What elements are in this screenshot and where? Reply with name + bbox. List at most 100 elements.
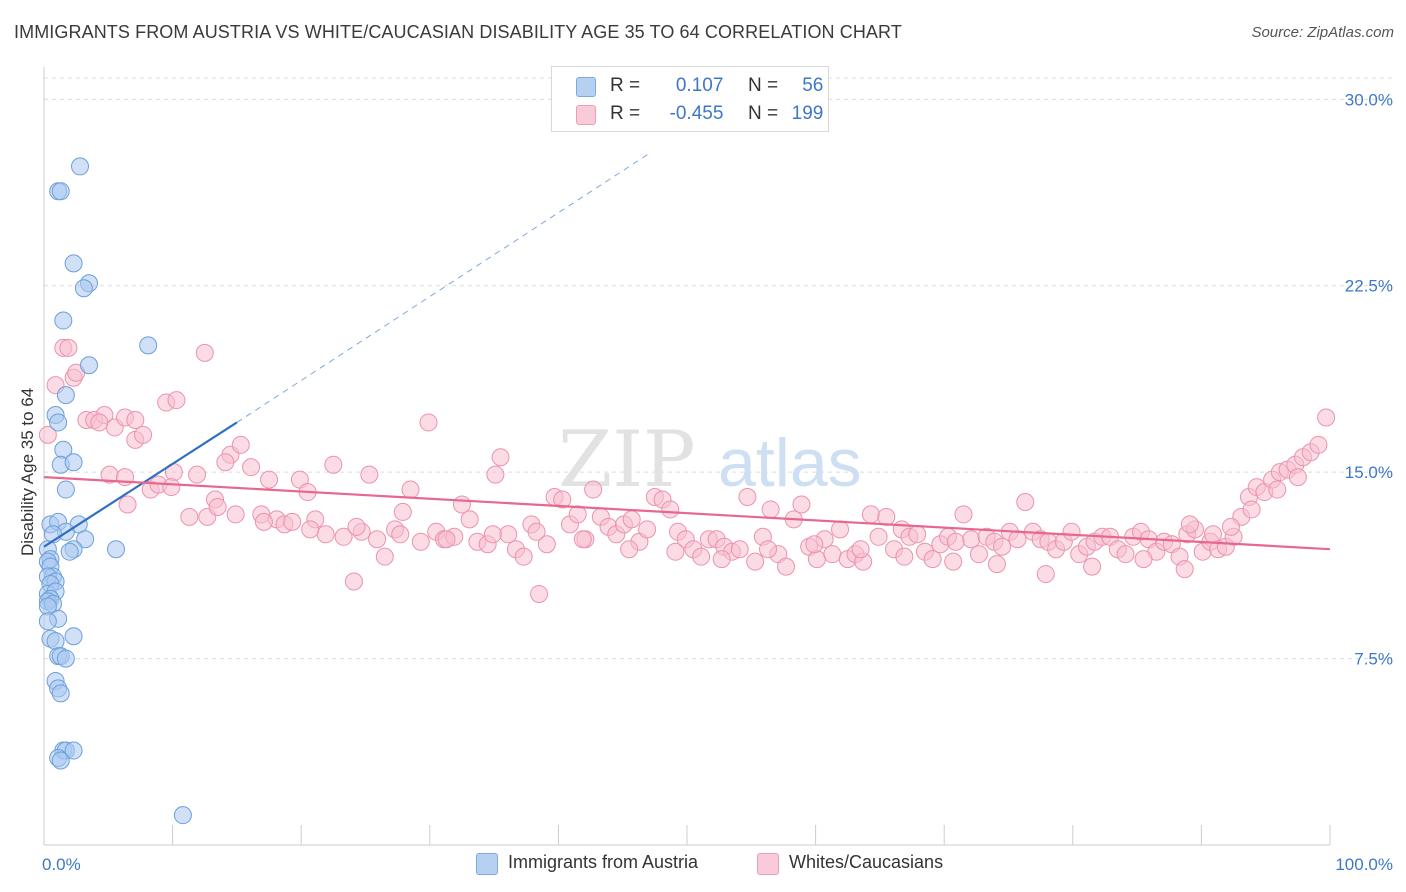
legend-r-label: R =: [610, 75, 641, 96]
y-tick-label: 7.5%: [1354, 650, 1393, 669]
legend-n-value: 56: [802, 75, 824, 96]
whites-caucasians-point: [283, 512, 302, 531]
immigrants-austria-point: [64, 254, 83, 273]
whites-caucasians-point: [530, 584, 549, 603]
whites-caucasians-point: [807, 550, 826, 569]
immigrants-austria-point: [56, 480, 75, 499]
whites-caucasians-point: [553, 490, 572, 509]
immigrants-austria-point: [107, 540, 126, 559]
legend-swatch-pink: [576, 105, 596, 125]
whites-caucasians-point: [486, 465, 505, 484]
whites-caucasians-point: [666, 542, 685, 561]
whites-caucasians-point: [777, 557, 796, 576]
whites-caucasians-point: [216, 453, 235, 472]
whites-caucasians-point: [1036, 565, 1055, 584]
immigrants-austria-point: [60, 542, 79, 561]
immigrants-austria-point: [173, 806, 192, 825]
whites-caucasians-point: [1288, 468, 1307, 487]
whites-caucasians-point: [831, 520, 850, 539]
immigrants-austria-point: [71, 157, 90, 176]
whites-caucasians-point: [620, 540, 639, 559]
legend-r-label: R =: [610, 103, 641, 124]
whites-caucasians-point: [969, 545, 988, 564]
whites-caucasians-point: [324, 455, 343, 474]
whites-caucasians-point: [368, 530, 387, 549]
bottom-legend-label-whites: Whites/Caucasians: [789, 852, 944, 872]
whites-caucasians-point: [537, 535, 556, 554]
y-tick-label: 15.0%: [1345, 463, 1393, 482]
whites-caucasians-point: [946, 532, 965, 551]
immigrants-austria-point: [51, 182, 70, 201]
whites-caucasians-point: [411, 532, 430, 551]
x-tick-label-min: 0.0%: [42, 855, 81, 874]
whites-caucasians-point: [1203, 525, 1222, 544]
whites-caucasians-point: [877, 507, 896, 526]
whites-caucasians-point: [962, 530, 981, 549]
whites-caucasians-point: [568, 505, 587, 524]
whites-caucasians-point: [134, 425, 153, 444]
whites-caucasians-point: [126, 410, 145, 429]
y-tick-label: 22.5%: [1345, 277, 1393, 296]
whites-caucasians-point: [59, 338, 78, 357]
whites-caucasians-point: [188, 465, 207, 484]
whites-caucasians-point: [460, 510, 479, 529]
whites-caucasians-point: [226, 505, 245, 524]
bottom-legend-label-austria: Immigrants from Austria: [508, 852, 699, 872]
whites-caucasians-point: [1268, 480, 1287, 499]
immigrants-austria-point: [139, 336, 158, 355]
whites-caucasians-point: [738, 488, 757, 507]
austria-trend-line: [43, 421, 238, 548]
whites-caucasians-point: [167, 391, 186, 410]
whites-caucasians-point: [38, 425, 57, 444]
immigrants-austria-point: [49, 413, 68, 432]
immigrants-austria-point: [64, 741, 83, 760]
whites-caucasians-point: [1116, 545, 1135, 564]
immigrants-austria-point: [80, 356, 99, 375]
axes: [43, 67, 1331, 846]
whites-caucasians-point: [1309, 435, 1328, 454]
whites-caucasians-point: [344, 572, 363, 591]
whites-caucasians-point: [208, 497, 227, 516]
whites-caucasians-point: [491, 448, 510, 467]
bottom-legend-swatch-pink: [757, 853, 779, 875]
whites-caucasians-point: [1221, 517, 1240, 536]
whites-caucasians-point: [483, 525, 502, 544]
correlation-legend: R = 0.107 N = 56 R = -0.455 N = 199: [551, 66, 829, 132]
whites-caucasians-point: [360, 465, 379, 484]
whites-caucasians-point: [1016, 492, 1035, 511]
whites-caucasians-point: [231, 435, 250, 454]
whites-caucasians-point: [895, 547, 914, 566]
legend-r-value: -0.455: [669, 103, 724, 124]
watermark-atlas: atlas: [718, 425, 862, 501]
immigrants-austria-point: [56, 649, 75, 668]
whites-trend-line: [43, 476, 1331, 551]
immigrants-austria-points: [38, 157, 192, 825]
whites-caucasians-point: [393, 502, 412, 521]
y-tick-label: 30.0%: [1345, 90, 1393, 109]
whites-caucasians-point: [712, 550, 731, 569]
whites-caucasians-point: [993, 537, 1012, 556]
whites-caucasians-point: [805, 535, 824, 554]
immigrants-austria-point: [51, 684, 70, 703]
austria-trend-extension: [236, 153, 649, 423]
whites-caucasians-points: [38, 338, 1336, 603]
trend-lines: [43, 153, 1331, 551]
immigrants-austria-point: [54, 311, 73, 330]
whites-caucasians-point: [692, 547, 711, 566]
whites-caucasians-point: [118, 495, 137, 514]
immigrants-austria-point: [64, 627, 83, 646]
watermark: ZIP atlas: [558, 415, 862, 505]
whites-caucasians-point: [622, 510, 641, 529]
whites-caucasians-point: [334, 527, 353, 546]
bottom-legend-swatch-blue: [476, 853, 498, 875]
immigrants-austria-point: [51, 751, 70, 770]
whites-caucasians-point: [419, 413, 438, 432]
whites-caucasians-point: [584, 480, 603, 499]
whites-caucasians-point: [761, 500, 780, 519]
whites-caucasians-point: [254, 512, 273, 531]
whites-caucasians-point: [1180, 515, 1199, 534]
whites-caucasians-point: [869, 527, 888, 546]
whites-caucasians-point: [908, 525, 927, 544]
whites-caucasians-point: [1317, 408, 1336, 427]
